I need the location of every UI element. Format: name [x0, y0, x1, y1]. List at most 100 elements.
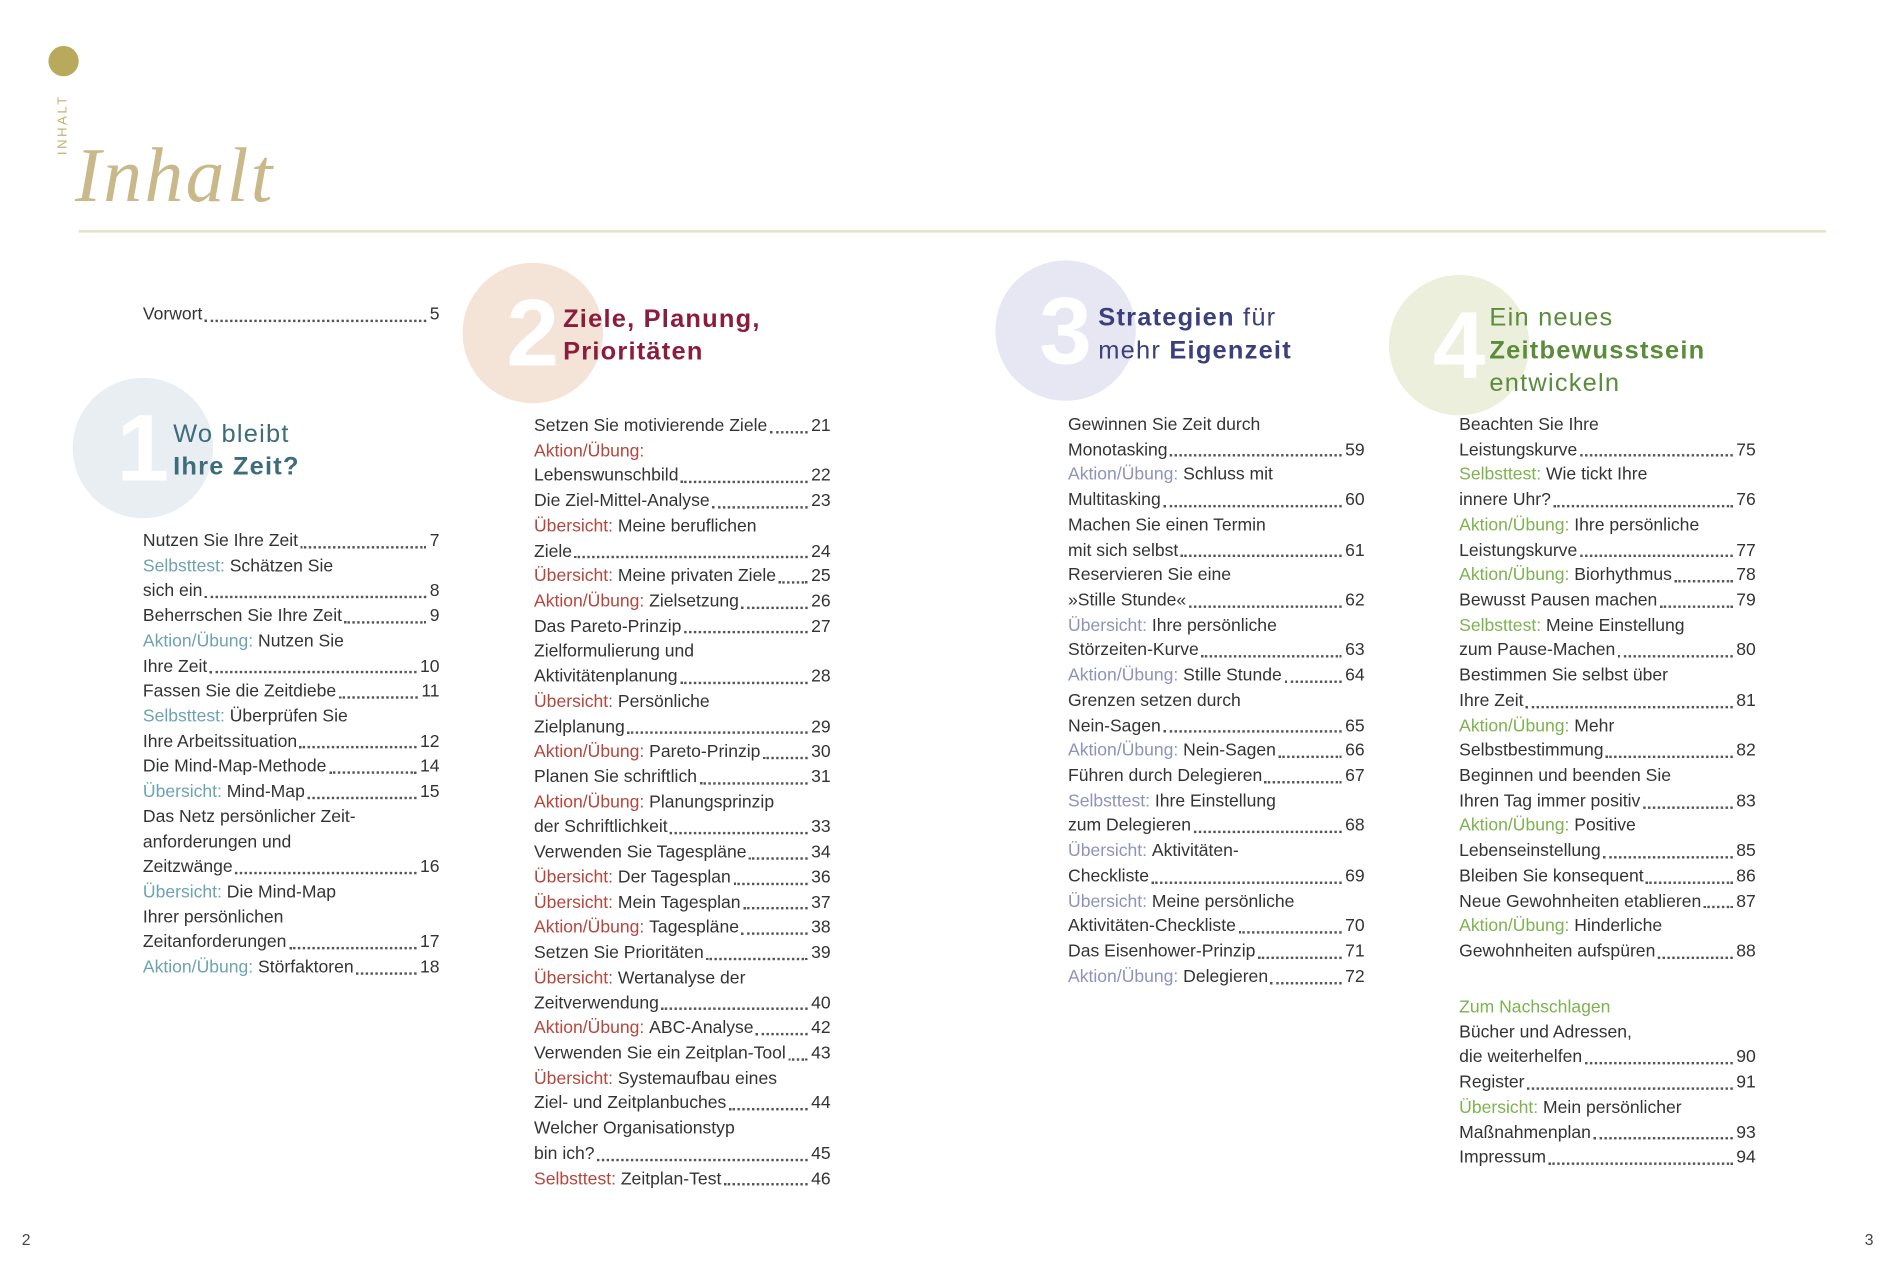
entry-page: 85 [1736, 841, 1756, 862]
entry-page: 86 [1736, 866, 1756, 887]
title-rule [78, 230, 1827, 233]
section-title: Wo bleibt Ihre Zeit? [173, 418, 300, 483]
title-line: Wo bleibt [173, 418, 300, 451]
dot-leader [300, 545, 427, 549]
entry-kind: Aktion/Übung: [142, 958, 254, 978]
entry-page: 21 [811, 416, 831, 436]
title-segment: Ihre Zeit? [173, 452, 300, 481]
entry-page: 81 [1736, 691, 1756, 711]
entry-text: Die Ziel-Mittel-Analyse [534, 491, 710, 512]
entry-text: Wie tickt Ihre [1545, 465, 1648, 485]
entry-text: Zeitverwendung [534, 993, 659, 1013]
entry-text: die weiterhelfen [1459, 1047, 1583, 1068]
toc-row: Aktion/Übung: Biorhythmus 78 [1459, 563, 1756, 588]
title-line: entwickeln [1489, 367, 1705, 400]
page-title: Inhalt [75, 131, 275, 218]
toc-row: Setzen Sie Prioritäten 39 [534, 941, 831, 966]
entry-text: Leistungskurve [1459, 440, 1578, 460]
entry-text: Die Mind-Map-Methode [142, 757, 327, 777]
dot-leader [1553, 504, 1733, 508]
dot-leader [344, 621, 427, 624]
dot-leader [209, 671, 417, 674]
entry-text: Ihrer persönlichen [142, 907, 284, 928]
section-circle [995, 260, 1136, 401]
entry-page: 46 [811, 1169, 831, 1189]
entry-text: Mein persönlicher [1543, 1098, 1682, 1118]
title-segment: entwickeln [1489, 369, 1621, 398]
toc-row: Aktion/Übung: ABC-Analyse 42 [534, 1016, 831, 1041]
entry-page: 15 [420, 782, 440, 802]
entry-page: 77 [1736, 540, 1756, 561]
entry-text: Verwenden Sie Tagespläne [534, 843, 747, 863]
dot-leader [574, 556, 808, 559]
entry-text: Zielformulierung und [534, 642, 695, 662]
section-number: 4 [1432, 291, 1486, 399]
toc-row: Übersicht: Aktivitäten- [1068, 839, 1365, 864]
dot-leader [1593, 1137, 1733, 1140]
entry-page: 31 [811, 767, 831, 788]
entry-text: Führen durch Delegieren [1068, 766, 1263, 786]
toc-row: Führen durch Delegieren 67 [1068, 764, 1365, 789]
entry-page: 29 [811, 717, 831, 737]
entry-text: innere Uhr? [1459, 490, 1551, 510]
toc-row: Vorwort 5 [143, 303, 440, 328]
dot-leader [1238, 931, 1342, 934]
toc-row: Ihren Tag immer positiv 83 [1459, 789, 1756, 814]
toc-row: Aktion/Übung: Schluss mit [1068, 463, 1365, 488]
toc-row: Störzeiten-Kurve 63 [1068, 639, 1365, 664]
dot-leader [680, 480, 808, 484]
entry-text: Meine privaten Ziele [617, 567, 777, 587]
dot-leader [288, 947, 417, 950]
entry-text: Planen Sie schriftlich [534, 767, 697, 788]
entry-text: Nein-Sagen [1068, 716, 1161, 736]
toc-row: Lebenseinstellung 85 [1459, 839, 1756, 864]
entry-text: Ziele [534, 541, 573, 562]
entry-text: Wertanalyse der [617, 968, 746, 988]
dot-leader [1278, 755, 1342, 759]
title-line: Ein neues [1489, 302, 1705, 335]
entry-kind: Aktion/Übung: [1068, 967, 1179, 987]
toc-row: Leistungskurve 75 [1459, 438, 1756, 463]
toc-row: Aktivitätenplanung 28 [534, 665, 831, 690]
entry-text: ABC-Analyse [649, 1018, 754, 1039]
entry-text: Persönliche [617, 692, 710, 712]
toc-row: Selbsttest: Ihre Einstellung [1068, 789, 1365, 814]
entry-kind: Selbsttest: [1068, 791, 1150, 812]
entry-text: Stille Stunde [1183, 666, 1282, 686]
dot-leader [1201, 655, 1342, 658]
toc-row: Checkliste 69 [1068, 865, 1365, 890]
section-circle [462, 262, 604, 404]
entry-page: 62 [1345, 590, 1365, 611]
toc-row: Beherrschen Sie Ihre Zeit 9 [143, 604, 440, 629]
entry-page: 64 [1345, 666, 1365, 686]
toc-row: Das Pareto-Prinzip 27 [534, 615, 831, 640]
toc-row: Zielplanung 29 [534, 715, 831, 740]
entry-kind: Übersicht: [1459, 1098, 1539, 1118]
entry-kind: Selbsttest: [142, 707, 225, 727]
toc-row: Maßnahmenplan 93 [1459, 1121, 1756, 1146]
entry-text: Multitasking [1068, 490, 1161, 510]
entry-text: Beachten Sie Ihre [1459, 415, 1599, 435]
entry-text: Störfaktoren [258, 958, 354, 978]
toc-row: Selbsttest: Wie tickt Ihre [1459, 463, 1756, 488]
entry-text: Zeitzwänge [142, 857, 233, 878]
entry-kind: Aktion/Übung: [534, 441, 645, 461]
dot-leader [1193, 830, 1342, 834]
toc-row: innere Uhr? 76 [1459, 488, 1756, 513]
dot-leader [728, 1108, 808, 1111]
entry-text: anforderungen und [142, 832, 292, 853]
toc-row: Aktivitäten-Checkliste 70 [1068, 915, 1365, 940]
marker-dot [48, 46, 79, 77]
toc-row: Übersicht: Mein Tagesplan 37 [534, 891, 831, 916]
entry-page: 25 [811, 567, 831, 587]
entry-text: Selbstbestimmung [1459, 741, 1604, 761]
entry-text: Verwenden Sie ein Zeitplan-Tool [534, 1043, 786, 1064]
toc-row: Lebenswunschbild 22 [534, 464, 831, 489]
entry-text: bin ich? [534, 1144, 595, 1164]
dot-leader [1548, 1162, 1733, 1165]
entry-page: 37 [811, 893, 831, 913]
entry-kind: Übersicht: [1068, 891, 1148, 912]
entry-text: Maßnahmenplan [1459, 1123, 1591, 1143]
entry-page: 83 [1736, 791, 1756, 812]
